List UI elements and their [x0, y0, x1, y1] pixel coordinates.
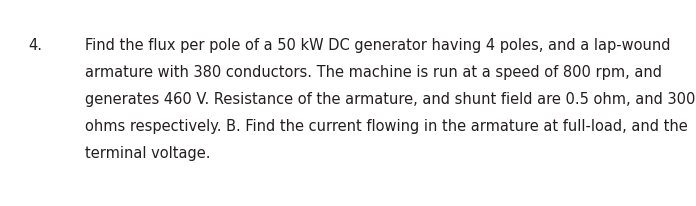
Text: terminal voltage.: terminal voltage.: [85, 145, 210, 160]
Text: 4.: 4.: [28, 38, 42, 53]
Text: armature with 380 conductors. The machine is run at a speed of 800 rpm, and: armature with 380 conductors. The machin…: [85, 65, 662, 80]
Text: ohms respectively. B. Find the current flowing in the armature at full-load, and: ohms respectively. B. Find the current f…: [85, 118, 688, 133]
Text: generates 460 V. Resistance of the armature, and shunt field are 0.5 ohm, and 30: generates 460 V. Resistance of the armat…: [85, 91, 695, 107]
Text: Find the flux per pole of a 50 kW DC generator having 4 poles, and a lap-wound: Find the flux per pole of a 50 kW DC gen…: [85, 38, 670, 53]
